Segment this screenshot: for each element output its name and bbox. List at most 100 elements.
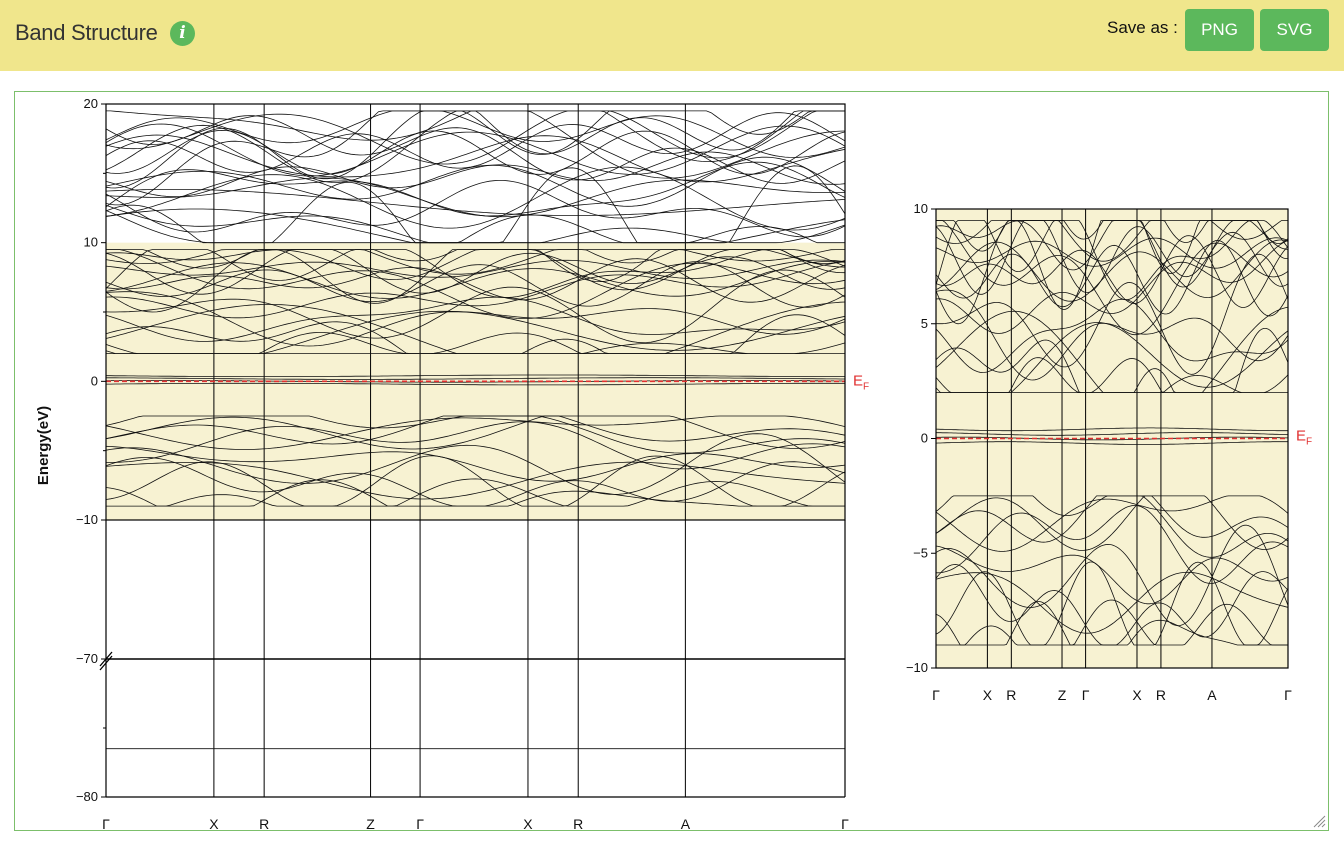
- zoom-y-tick-label: 10: [914, 201, 928, 216]
- band-line: [105, 415, 846, 454]
- band-line: [106, 249, 846, 274]
- zoom-y-tick-label: 5: [921, 316, 928, 331]
- band-line: [105, 177, 846, 218]
- zoom-y-tick-label: −5: [913, 545, 928, 560]
- zoom-band-line: [935, 253, 1289, 375]
- zoom-y-tick-label: 0: [921, 431, 928, 446]
- k-point-label: Γ: [841, 816, 849, 830]
- band-line: [105, 415, 846, 450]
- zoom-band-line: [935, 427, 1288, 432]
- zoom-band-line: [936, 220, 1288, 259]
- zoom-k-point-label: Z: [1058, 687, 1067, 703]
- band-line: [105, 110, 845, 189]
- k-point-label: R: [573, 816, 583, 830]
- save-png-button[interactable]: PNG: [1185, 9, 1254, 51]
- band-line: [105, 479, 845, 507]
- y-tick-label: −10: [76, 512, 98, 527]
- zoom-band-line: [935, 495, 1289, 552]
- zoom-band-line: [935, 239, 1289, 317]
- resize-handle-icon[interactable]: [1312, 814, 1326, 828]
- zoom-band-line: [935, 495, 1289, 558]
- zoom-band-line: [936, 505, 1289, 584]
- y-tick-label: 0: [91, 373, 98, 388]
- header-bar: Band Structure i Save as : PNG SVG: [0, 0, 1344, 71]
- band-line: [105, 156, 846, 207]
- band-line: [105, 134, 846, 183]
- zoom-band-line: [935, 561, 1289, 646]
- zoom-band-line: [935, 495, 1289, 551]
- page-title: Band Structure: [15, 20, 158, 45]
- zoom-band-line: [935, 374, 1289, 393]
- zoom-k-point-label: Γ: [932, 687, 940, 703]
- k-point-label: Z: [366, 816, 375, 830]
- band-line: [106, 374, 845, 377]
- band-line: [105, 189, 846, 216]
- band-line: [105, 415, 846, 450]
- band-line: [105, 115, 846, 184]
- zoom-fermi-label: EF: [1296, 428, 1312, 448]
- y-axis-label: Energy(eV): [35, 406, 52, 485]
- zoom-band-line: [935, 601, 1288, 646]
- band-line: [105, 269, 846, 344]
- band-line: [106, 249, 846, 319]
- band-line: [105, 461, 846, 500]
- zoom-k-point-label: A: [1207, 687, 1217, 703]
- zoom-band-line: [935, 220, 1289, 295]
- band-line: [105, 180, 846, 238]
- zoom-band-line: [936, 220, 1289, 336]
- band-line: [105, 342, 846, 354]
- band-line: [106, 377, 845, 380]
- zoom-k-point-label: Γ: [1082, 687, 1090, 703]
- zoom-band-line: [935, 571, 1289, 634]
- band-line: [105, 291, 846, 347]
- band-line: [105, 151, 846, 197]
- band-line: [105, 204, 846, 244]
- info-icon[interactable]: i: [170, 21, 195, 46]
- band-line: [105, 110, 845, 165]
- band-line: [105, 123, 846, 177]
- zoom-band-line: [936, 432, 1289, 436]
- band-line: [106, 110, 845, 162]
- y-tick-label: 20: [84, 96, 98, 111]
- zoom-band-line: [936, 599, 1288, 646]
- band-line: [106, 478, 845, 507]
- zoom-band-line: [935, 298, 1289, 373]
- y-tick-label: −80: [76, 789, 98, 804]
- k-point-label: R: [259, 816, 269, 830]
- band-line: [105, 296, 846, 342]
- zoom-band-line: [935, 240, 1289, 334]
- save-as-label: Save as :: [1107, 18, 1178, 37]
- zoom-k-point-label: R: [1156, 687, 1166, 703]
- band-line: [105, 208, 846, 244]
- band-line: [106, 382, 845, 386]
- band-line: [105, 249, 846, 295]
- band-line: [105, 445, 846, 482]
- k-point-label: A: [681, 816, 691, 830]
- zoom-k-point-label: X: [1132, 687, 1142, 703]
- zoom-k-point-label: Γ: [1284, 687, 1292, 703]
- save-svg-button[interactable]: SVG: [1260, 9, 1329, 51]
- band-line: [105, 166, 846, 231]
- zoom-band-line: [935, 289, 1289, 381]
- zoom-k-point-label: R: [1006, 687, 1016, 703]
- band-line: [105, 455, 846, 507]
- zoom-band-line: [935, 545, 1289, 605]
- zoom-band-line: [935, 524, 1289, 627]
- axis-break-mark: [99, 655, 113, 671]
- band-line: [105, 258, 846, 303]
- chart-panel: EF −10 0 10 20 −80 −70 Energy(eV) Γ X R Z Γ X R A Γ EF −10…: [14, 91, 1329, 831]
- k-point-label: Γ: [416, 816, 424, 830]
- y-tick-label: 10: [84, 235, 98, 250]
- band-line: [105, 165, 846, 244]
- k-point-label: Γ: [102, 816, 110, 830]
- band-line: [106, 421, 846, 470]
- zoom-band-line: [935, 237, 1289, 269]
- fermi-label: EF: [853, 372, 869, 392]
- band-line: [105, 433, 846, 495]
- k-point-label: X: [209, 816, 219, 830]
- zoom-band-line: [936, 436, 1288, 441]
- band-line: [105, 112, 846, 173]
- zoom-k-point-label: X: [983, 687, 993, 703]
- band-line: [105, 249, 846, 298]
